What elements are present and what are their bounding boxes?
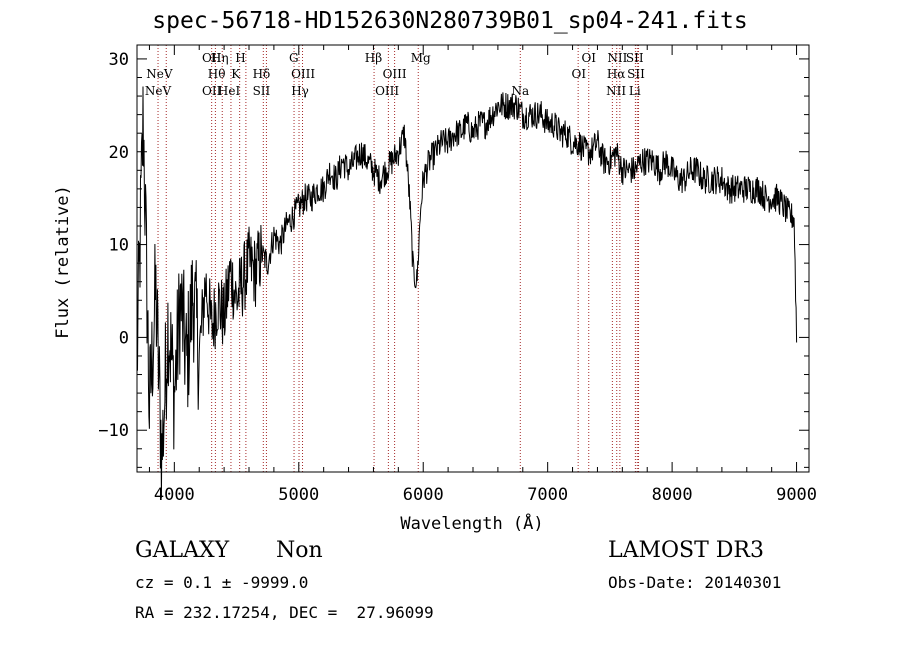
object-subclass: Non — [276, 538, 323, 563]
line-label-14: Hβ — [365, 51, 382, 65]
x-tick-label-3: 7000 — [527, 485, 568, 505]
x-tick-label-2: 6000 — [403, 485, 444, 505]
line-label-23: Hα — [607, 67, 626, 81]
line-label-16: OIII — [375, 84, 399, 98]
obs-date: Obs-Date: 20140301 — [608, 573, 782, 592]
line-label-13: Hγ — [291, 84, 309, 98]
x-tick-label-0: 4000 — [154, 485, 195, 505]
y-tick-label-4: 30 — [109, 50, 129, 70]
line-label-15: OIII — [383, 67, 407, 81]
object-class: GALAXY — [135, 538, 230, 563]
line-label-3: Hη — [211, 51, 229, 65]
line-label-2: OII — [202, 51, 222, 65]
y-axis-label: Flux (relative) — [53, 185, 73, 339]
x-axis-label: Wavelength (Å) — [400, 512, 543, 534]
y-tick-label-3: 20 — [109, 143, 129, 163]
line-label-6: K — [231, 67, 241, 81]
line-label-0: NeV — [145, 84, 172, 98]
line-label-4: H — [235, 51, 245, 65]
line-label-17: Mg — [411, 51, 431, 65]
line-label-26: Li — [629, 84, 641, 98]
survey-label: LAMOST DR3 — [608, 538, 764, 563]
line-label-5: Hθ — [208, 67, 226, 81]
y-tick-label-0: −10 — [98, 421, 129, 441]
line-label-22: SII — [626, 51, 644, 65]
line-label-11: G — [289, 51, 299, 65]
plot-frame — [136, 44, 810, 473]
page-title: spec-56718-HD152630N280739B01_sp04-241.f… — [152, 8, 748, 34]
line-label-20: OI — [571, 67, 586, 81]
line-label-24: SII — [627, 67, 645, 81]
x-tick-label-4: 8000 — [652, 485, 693, 505]
line-label-8: HeI — [218, 84, 241, 98]
line-markers — [157, 45, 640, 472]
redshift-info: cz = 0.1 ± -9999.0 — [135, 573, 309, 592]
y-tick-label-1: 0 — [119, 328, 129, 348]
x-tick-label-5: 9000 — [776, 485, 817, 505]
line-label-19: OI — [581, 51, 596, 65]
line-label-10: SII — [253, 84, 271, 98]
line-label-12: OIII — [291, 67, 315, 81]
axis-ticks: 4000 5000 6000 7000 8000 9000 −10 0 10 20 30 — [98, 45, 817, 505]
line-label-21: NII — [607, 51, 627, 65]
coordinates-info: RA = 232.17254, DEC = 27.96099 — [135, 603, 434, 622]
line-label-25: NII — [606, 84, 626, 98]
line-label-1: NeV — [146, 67, 173, 81]
spectrum-line — [136, 86, 798, 498]
line-label-7: OII — [202, 84, 222, 98]
line-label-18: Na — [511, 84, 529, 98]
y-tick-label-2: 10 — [109, 236, 129, 256]
line-label-9: Hδ — [253, 67, 271, 81]
x-tick-label-1: 5000 — [278, 485, 319, 505]
